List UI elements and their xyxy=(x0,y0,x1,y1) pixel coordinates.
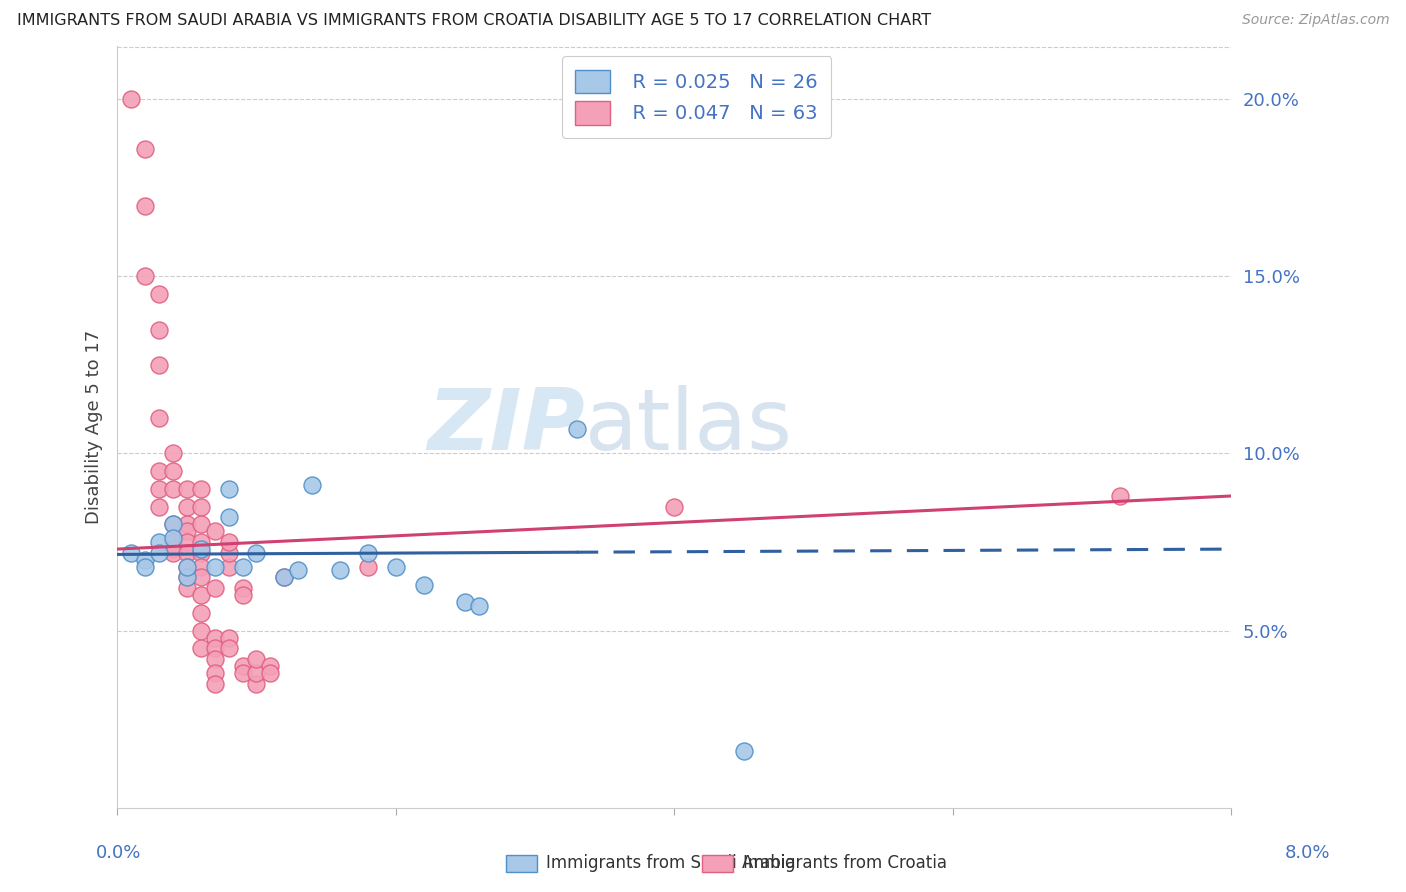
Point xyxy=(259,659,281,673)
Point xyxy=(190,606,212,620)
Point xyxy=(134,198,156,212)
Point xyxy=(232,588,254,602)
Point xyxy=(176,517,198,532)
Point xyxy=(733,744,755,758)
Point xyxy=(259,666,281,681)
Point xyxy=(412,577,434,591)
Point xyxy=(204,524,226,539)
Point xyxy=(664,500,686,514)
Point xyxy=(162,532,184,546)
Point xyxy=(134,269,156,284)
Point xyxy=(190,500,212,514)
Point xyxy=(148,546,170,560)
Point xyxy=(190,559,212,574)
Point xyxy=(162,446,184,460)
Point xyxy=(176,524,198,539)
Point xyxy=(148,322,170,336)
Point xyxy=(176,581,198,595)
Point xyxy=(190,482,212,496)
Text: IMMIGRANTS FROM SAUDI ARABIA VS IMMIGRANTS FROM CROATIA DISABILITY AGE 5 TO 17 C: IMMIGRANTS FROM SAUDI ARABIA VS IMMIGRAN… xyxy=(17,13,931,29)
Point xyxy=(162,517,184,532)
Text: ZIP: ZIP xyxy=(427,385,585,468)
Text: 0.0%: 0.0% xyxy=(96,844,141,862)
Point xyxy=(204,581,226,595)
Point xyxy=(218,546,240,560)
Point xyxy=(190,542,212,557)
Point xyxy=(162,517,184,532)
Point xyxy=(245,652,267,666)
Point xyxy=(148,500,170,514)
Point xyxy=(301,478,323,492)
Point xyxy=(162,542,184,557)
Point xyxy=(218,482,240,496)
Point xyxy=(176,500,198,514)
Text: 8.0%: 8.0% xyxy=(1285,844,1330,862)
Point xyxy=(232,666,254,681)
Point xyxy=(218,641,240,656)
Y-axis label: Disability Age 5 to 17: Disability Age 5 to 17 xyxy=(86,330,103,524)
Point xyxy=(273,570,295,584)
Point xyxy=(204,652,226,666)
Point xyxy=(120,546,142,560)
Point xyxy=(218,535,240,549)
Point xyxy=(232,581,254,595)
Point xyxy=(190,517,212,532)
Point xyxy=(190,535,212,549)
Point xyxy=(204,641,226,656)
Point xyxy=(232,659,254,673)
Point xyxy=(245,666,267,681)
Point xyxy=(204,559,226,574)
Point xyxy=(190,624,212,638)
Point xyxy=(454,595,477,609)
Point xyxy=(204,666,226,681)
Point xyxy=(190,588,212,602)
Point xyxy=(287,563,309,577)
Point xyxy=(176,559,198,574)
Point xyxy=(357,546,380,560)
Point xyxy=(357,559,380,574)
Point xyxy=(148,535,170,549)
Point xyxy=(176,559,198,574)
Point xyxy=(218,631,240,645)
Legend:   R = 0.025   N = 26,   R = 0.047   N = 63: R = 0.025 N = 26, R = 0.047 N = 63 xyxy=(562,56,831,138)
Point xyxy=(148,482,170,496)
Point xyxy=(176,535,198,549)
Point xyxy=(176,570,198,584)
Point xyxy=(565,422,588,436)
Point xyxy=(148,411,170,425)
Text: Immigrants from Croatia: Immigrants from Croatia xyxy=(744,855,948,872)
Point xyxy=(176,570,198,584)
Point xyxy=(273,570,295,584)
Point xyxy=(162,535,184,549)
Point xyxy=(134,552,156,566)
Text: atlas: atlas xyxy=(585,385,793,468)
Point xyxy=(148,287,170,301)
Point xyxy=(134,142,156,156)
Point xyxy=(218,559,240,574)
Point xyxy=(468,599,491,613)
Point xyxy=(232,559,254,574)
Point xyxy=(176,546,198,560)
Point xyxy=(245,676,267,690)
Point xyxy=(162,482,184,496)
Point xyxy=(190,641,212,656)
Point xyxy=(384,559,406,574)
Point xyxy=(245,546,267,560)
Point xyxy=(204,676,226,690)
Text: Source: ZipAtlas.com: Source: ZipAtlas.com xyxy=(1241,13,1389,28)
Point xyxy=(218,510,240,524)
Point xyxy=(176,482,198,496)
Point xyxy=(148,464,170,478)
Point xyxy=(162,464,184,478)
Point xyxy=(329,563,352,577)
Point xyxy=(1109,489,1132,503)
Point xyxy=(190,546,212,560)
Point xyxy=(148,358,170,372)
Text: Immigrants from Saudi Arabia: Immigrants from Saudi Arabia xyxy=(547,855,796,872)
Point xyxy=(190,570,212,584)
Point xyxy=(134,559,156,574)
Point xyxy=(162,546,184,560)
Point xyxy=(120,92,142,106)
Point xyxy=(204,631,226,645)
